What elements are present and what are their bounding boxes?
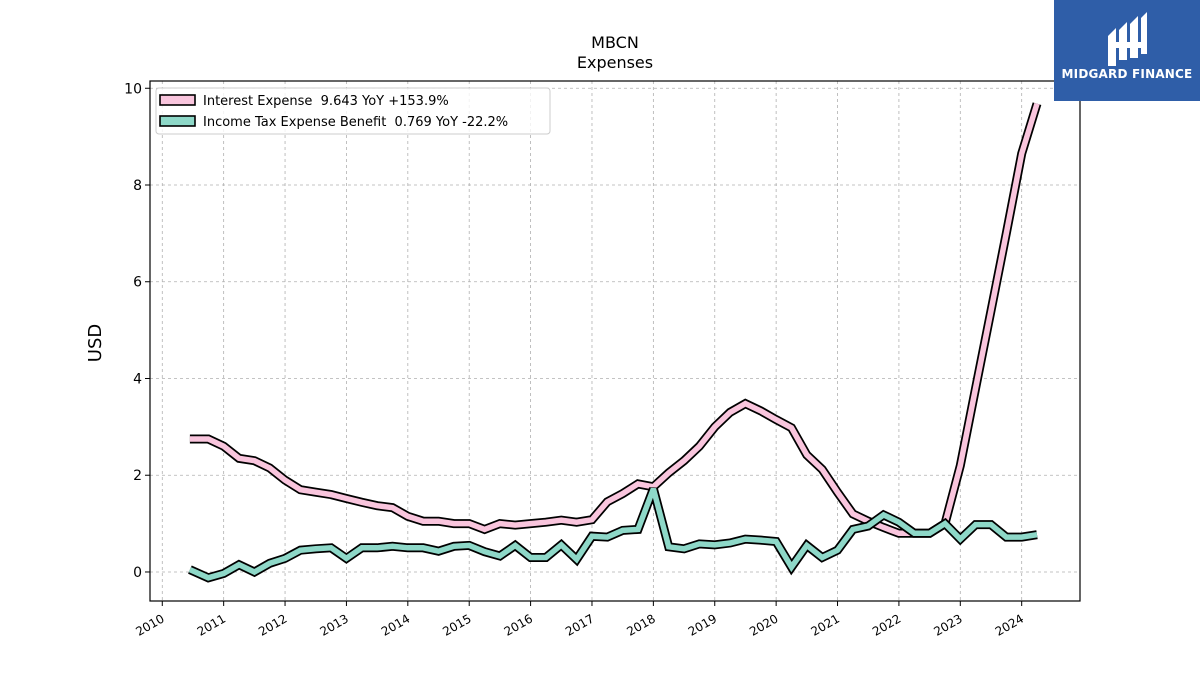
x-tick-label: 2013	[317, 611, 350, 638]
y-tick-label: 4	[133, 371, 142, 387]
x-tick-label: 2011	[195, 611, 228, 638]
logo-text: MIDGARD FINANCE	[1061, 67, 1193, 81]
x-tick-label: 2014	[379, 611, 412, 638]
legend-swatch-interest-expense	[159, 94, 196, 106]
legend-swatch-income-tax	[159, 115, 196, 127]
y-tick-label: 8	[133, 178, 142, 194]
series-outline-interest-expense	[189, 102, 1042, 538]
x-tick-label: 2017	[563, 611, 596, 638]
series-line-income-tax-expense-benefit	[188, 487, 1038, 581]
midgard-finance-logo: MIDGARD FINANCE	[1054, 0, 1200, 101]
series-layer	[188, 102, 1042, 583]
x-tick-label: 2021	[809, 611, 842, 638]
legend-label-income-tax: Income Tax Expense Benefit 0.769 YoY -22…	[203, 115, 508, 130]
series-line-interest-expense	[189, 102, 1040, 537]
legend-box	[155, 87, 551, 135]
x-tick-label: 2022	[870, 611, 903, 638]
x-tick-label: 2018	[624, 611, 657, 638]
x-tick-label: 2012	[256, 611, 289, 638]
legend: Interest Expense 9.643 YoY +153.9% Incom…	[155, 87, 551, 135]
legend-label-interest-expense: Interest Expense 9.643 YoY +153.9%	[203, 94, 449, 109]
x-tick-label: 2023	[931, 611, 964, 638]
x-tick-label: 2019	[686, 611, 719, 638]
plot-frame	[149, 80, 1081, 602]
logo-mark-icon	[1108, 12, 1147, 66]
y-tick-label: 0	[133, 565, 142, 581]
y-tick-label: 10	[124, 81, 142, 97]
grid	[150, 81, 1080, 601]
x-tick-label: 2024	[993, 611, 1026, 638]
chart-title: MBCN	[591, 33, 639, 52]
y-axis-label: USD	[85, 324, 106, 362]
x-tick-label: 2020	[747, 611, 780, 638]
x-tick-label: 2015	[440, 611, 473, 638]
x-tick-label: 2016	[502, 611, 535, 638]
chart-subtitle: Expenses	[577, 53, 653, 72]
y-tick-label: 6	[133, 275, 142, 291]
x-tick-label: 2010	[133, 611, 166, 638]
y-tick-label: 2	[133, 468, 142, 484]
